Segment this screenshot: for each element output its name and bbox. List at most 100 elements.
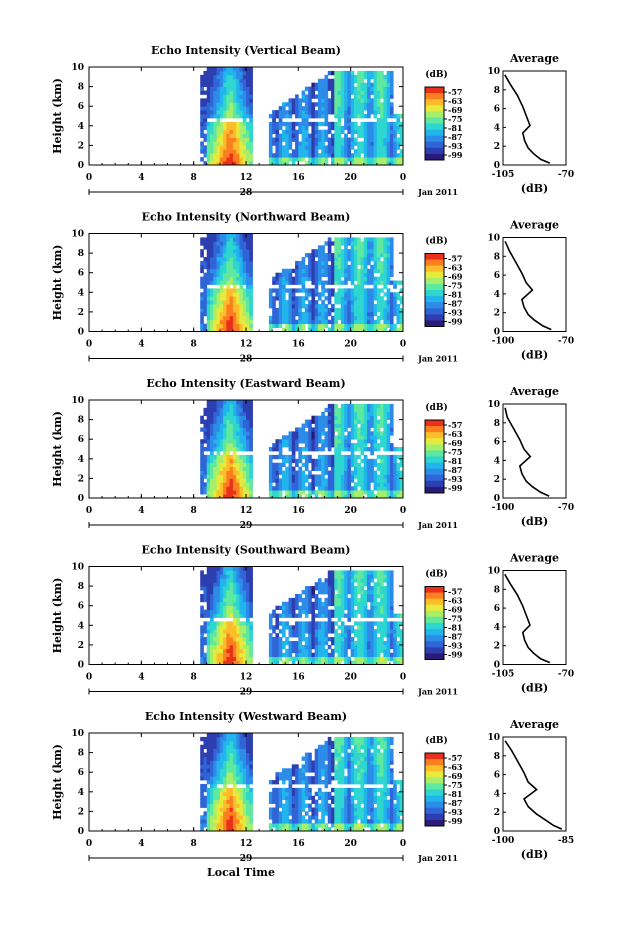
- heatmap-cell: [298, 458, 302, 464]
- heatmap-cell: [321, 652, 325, 658]
- heatmap-cell: [399, 323, 404, 328]
- heatmap-cell: [203, 772, 208, 777]
- heatmap-cell: [295, 304, 299, 309]
- heatmap-cell: [308, 633, 312, 638]
- heatmap-cell: [340, 601, 345, 607]
- heatmap-cell: [376, 121, 381, 127]
- heatmap-cell: [321, 590, 325, 595]
- heatmap-cell: [344, 70, 348, 76]
- heatmap-cell: [210, 292, 214, 297]
- heatmap-cell: [380, 590, 384, 595]
- heatmap-cell: [373, 307, 378, 313]
- heatmap-cell: [206, 129, 211, 135]
- heatmap-cell: [272, 153, 276, 158]
- heatmap-cell: [386, 490, 391, 495]
- heatmap-cell: [353, 435, 358, 440]
- heatmap-cell: [203, 161, 208, 166]
- heatmap-cell: [203, 427, 208, 432]
- heatmap-cell: [340, 145, 345, 150]
- heatmap-cell: [370, 288, 374, 293]
- heatmap-cell: [216, 490, 221, 495]
- heatmap-cell: [288, 268, 293, 274]
- heatmap-cell: [272, 644, 276, 650]
- heatmap-cell: [242, 141, 247, 146]
- heatmap-cell: [357, 609, 361, 614]
- heatmap-cell: [249, 625, 253, 630]
- heatmap-cell: [236, 67, 240, 72]
- heatmap-cell: [229, 307, 234, 313]
- heatmap-cell: [298, 327, 302, 332]
- heatmap-cell: [350, 90, 355, 95]
- heatmap-cell: [350, 474, 355, 479]
- heatmap-cell: [344, 407, 348, 413]
- heatmap-cell: [219, 264, 224, 270]
- heatmap-cell: [242, 149, 247, 154]
- colorbar-swatch: [425, 653, 444, 660]
- heatmap-cell: [383, 435, 388, 440]
- heatmap-cell: [236, 268, 240, 274]
- heatmap-cell: [304, 268, 309, 274]
- average-y-tick-label: 0: [494, 661, 500, 671]
- heatmap-cell: [219, 454, 224, 460]
- heatmap-cell: [236, 86, 240, 91]
- heatmap-cell: [344, 117, 348, 123]
- heatmap-cell: [363, 102, 368, 107]
- heatmap-cell: [347, 447, 352, 452]
- heatmap-cell: [272, 117, 276, 123]
- heatmap-cell: [327, 582, 332, 587]
- heatmap-cell: [288, 98, 293, 103]
- heatmap-cell: [304, 272, 309, 278]
- heatmap-cell: [239, 439, 244, 444]
- heatmap-cell: [295, 129, 299, 135]
- heatmap-cell: [321, 494, 325, 499]
- heatmap-cell: [249, 593, 253, 599]
- heatmap-cell: [317, 648, 322, 654]
- heatmap-cell: [223, 133, 227, 138]
- heatmap-cell: [213, 67, 217, 72]
- heatmap-cell: [304, 149, 309, 154]
- heatmap-cell: [203, 462, 208, 468]
- heatmap-cell: [311, 431, 316, 436]
- heatmap-cell: [337, 660, 342, 665]
- heatmap-cell: [210, 431, 214, 436]
- heatmap-cell: [327, 613, 332, 618]
- heatmap-cell: [275, 296, 280, 301]
- heatmap-cell: [396, 613, 401, 618]
- heatmap-cell: [399, 447, 404, 452]
- heatmap-cell: [334, 241, 338, 246]
- heatmap-cell: [249, 110, 253, 115]
- heatmap-cell: [304, 102, 309, 107]
- heatmap-cell: [216, 114, 221, 119]
- heatmap-cell: [321, 141, 325, 146]
- heatmap-cell: [200, 570, 204, 575]
- heatmap-cell: [360, 435, 365, 440]
- heatmap-cell: [249, 74, 253, 80]
- heatmap-cell: [216, 400, 221, 405]
- heatmap-cell: [321, 280, 325, 285]
- heatmap-cell: [324, 137, 329, 142]
- heatmap-cell: [239, 470, 244, 475]
- heatmap-cell: [331, 315, 335, 321]
- heatmap-cell: [242, 257, 247, 262]
- heatmap-cell: [344, 415, 348, 420]
- heatmap-cell: [203, 736, 208, 742]
- heatmap-cell: [236, 640, 240, 646]
- heatmap-cell: [344, 288, 348, 293]
- heatmap-cell: [386, 415, 391, 420]
- heatmap-cell: [206, 288, 211, 293]
- heatmap-cell: [200, 102, 204, 107]
- heatmap-cell: [367, 640, 371, 646]
- heatmap-cell: [393, 644, 397, 650]
- heatmap-cell: [272, 157, 276, 162]
- heatmap-cell: [389, 419, 394, 424]
- heatmap-cell: [386, 161, 391, 166]
- heatmap-cell: [331, 625, 335, 630]
- heatmap-cell: [350, 419, 355, 424]
- heatmap-cell: [370, 478, 374, 483]
- heatmap-cell: [249, 454, 253, 460]
- heatmap-cell: [229, 241, 234, 246]
- heatmap-cell: [301, 439, 306, 444]
- heatmap-cell: [347, 578, 352, 583]
- colorbar-swatch: [425, 480, 444, 488]
- heatmap-cell: [373, 292, 378, 297]
